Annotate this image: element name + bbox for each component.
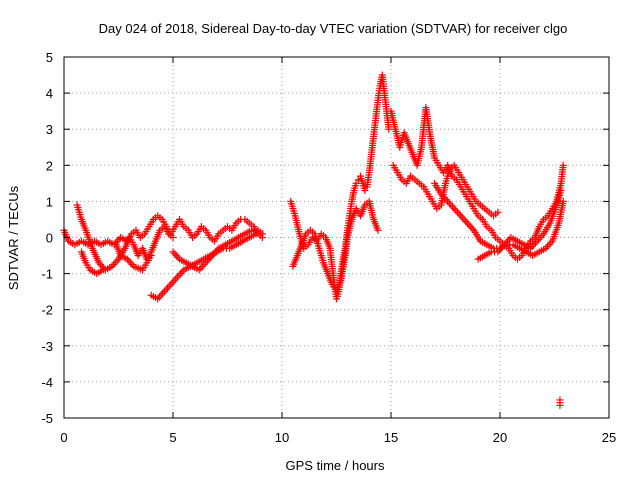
data-point <box>467 223 475 231</box>
data-point <box>173 273 181 281</box>
data-point <box>169 248 177 256</box>
y-tick-label: 3 <box>46 122 53 137</box>
data-point <box>458 214 466 222</box>
data-point <box>385 125 393 133</box>
data-point <box>111 259 119 267</box>
data-point <box>147 252 155 260</box>
y-tick-label: 4 <box>46 86 53 101</box>
x-tick-label: 5 <box>169 430 176 445</box>
data-point <box>449 203 457 211</box>
x-tick-labels: 0 5 10 15 20 25 <box>60 430 616 445</box>
data-point <box>159 289 167 297</box>
data-point <box>170 277 178 285</box>
y-tick-labels: -5 -4 -3 -2 -1 0 1 2 3 4 5 <box>41 50 53 426</box>
data-point <box>374 226 382 234</box>
y-tick-label: -5 <box>41 411 53 426</box>
y-tick-label: 0 <box>46 231 53 246</box>
data-point <box>447 201 455 209</box>
data-point <box>165 282 173 290</box>
chart-title: Day 024 of 2018, Sidereal Day-to-day VTE… <box>99 21 568 36</box>
data-point <box>445 199 453 207</box>
grid-lines <box>64 57 609 418</box>
x-tick-label: 0 <box>60 430 67 445</box>
data-point <box>460 215 468 223</box>
data-point <box>172 252 180 260</box>
data-point <box>155 293 163 301</box>
y-tick-label: -4 <box>41 375 53 390</box>
data-point <box>160 288 168 296</box>
data-points <box>60 71 567 409</box>
data-point <box>455 210 463 218</box>
data-point <box>361 187 369 195</box>
x-tick-label: 20 <box>493 430 507 445</box>
data-point <box>169 234 177 241</box>
data-point <box>162 286 170 294</box>
data-point <box>197 264 205 272</box>
data-point <box>99 266 107 274</box>
data-point <box>168 279 176 287</box>
x-tick-label: 25 <box>602 430 616 445</box>
data-point <box>462 217 470 225</box>
y-tick-label: 2 <box>46 158 53 173</box>
x-tick-label: 10 <box>275 430 289 445</box>
data-point <box>556 401 564 409</box>
data-point <box>452 206 460 214</box>
data-point <box>352 179 360 187</box>
data-point <box>453 208 461 216</box>
data-point <box>457 212 465 220</box>
data-point <box>545 241 553 249</box>
data-point <box>557 187 565 195</box>
data-point <box>463 219 471 227</box>
data-point <box>258 230 266 238</box>
y-tick-label: 1 <box>46 194 53 209</box>
y-tick-label: -1 <box>41 267 53 282</box>
data-point <box>559 197 567 205</box>
y-axis-label: SDTVAR / TECUs <box>6 185 21 290</box>
data-point <box>559 161 567 169</box>
axis-ticks <box>63 56 610 419</box>
x-axis-label: GPS time / hours <box>286 458 385 473</box>
data-point <box>450 205 458 213</box>
data-point <box>171 250 179 258</box>
data-point <box>126 259 134 267</box>
data-point <box>175 271 183 279</box>
data-point <box>164 284 172 292</box>
y-tick-label: -3 <box>41 339 53 354</box>
data-point <box>465 221 473 229</box>
data-point <box>177 270 185 278</box>
y-tick-label: -2 <box>41 303 53 318</box>
data-point <box>494 208 502 216</box>
x-tick-label: 15 <box>384 430 398 445</box>
y-tick-label: 5 <box>46 50 53 65</box>
